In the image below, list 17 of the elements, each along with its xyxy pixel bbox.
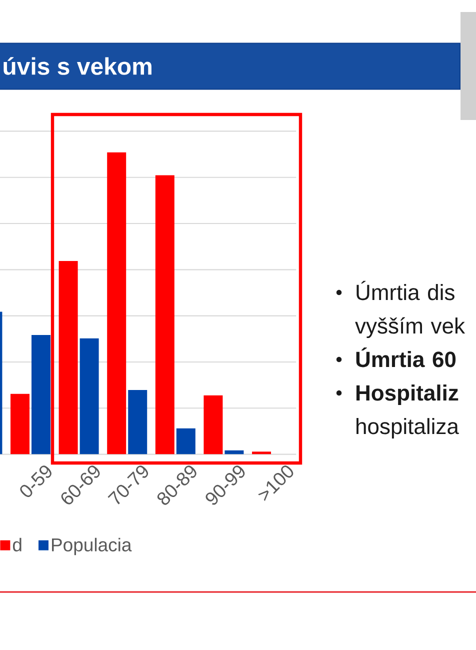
- text: Úmrtia 60: [356, 347, 456, 368]
- bar: [58, 261, 78, 454]
- legend-label: d: [12, 538, 22, 552]
- bar: [155, 175, 174, 454]
- bar: [10, 394, 30, 454]
- bar: [80, 338, 99, 454]
- chart-title: úvis s vekom: [4, 57, 152, 75]
- legend-label: Populacia: [52, 538, 132, 556]
- bar: [204, 395, 223, 454]
- text: Hospitaliz hospitaliza: [356, 384, 459, 439]
- bar: [176, 428, 196, 454]
- bar: [252, 452, 271, 454]
- text: Úmrtia dis vyšším vek: [355, 280, 466, 338]
- bar: [107, 152, 126, 454]
- x-tick-label: 0-59: [20, 466, 52, 498]
- bar: [128, 390, 148, 454]
- bar: [32, 335, 51, 454]
